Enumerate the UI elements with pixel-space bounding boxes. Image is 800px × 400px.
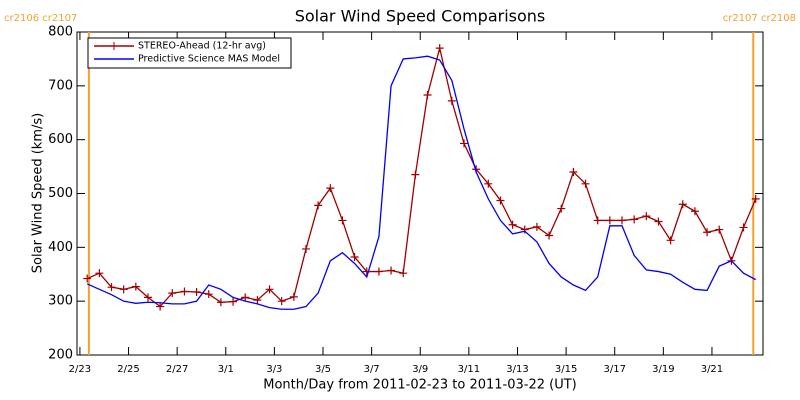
y-tick-label: 200: [48, 348, 73, 363]
y-tick-label: 700: [48, 78, 73, 93]
point-marker: [618, 216, 627, 225]
x-tick-label: 3/19: [652, 364, 674, 375]
point-marker: [581, 179, 590, 188]
point-marker: [289, 292, 298, 301]
point-marker: [180, 287, 189, 296]
point-marker: [557, 204, 566, 213]
y-tick-label: 300: [48, 294, 73, 309]
point-marker: [265, 285, 274, 294]
point-marker: [545, 231, 554, 240]
point-marker: [690, 207, 699, 216]
y-tick-label: 800: [48, 25, 73, 40]
point-marker: [520, 225, 529, 234]
point-marker: [496, 196, 505, 205]
point-marker: [703, 228, 712, 237]
legend-marker: [110, 42, 118, 50]
point-marker: [532, 222, 541, 231]
y-tick-label: 400: [48, 240, 73, 255]
series-line: [86, 47, 757, 308]
point-marker: [374, 267, 383, 276]
point-marker: [751, 194, 760, 203]
point-marker: [678, 200, 687, 209]
point-marker: [399, 269, 408, 278]
point-marker: [338, 216, 347, 225]
point-marker: [301, 244, 310, 253]
x-tick-label: 2/25: [117, 364, 139, 375]
point-marker: [241, 293, 250, 302]
point-marker: [508, 220, 517, 229]
y-axis-label: Solar Wind Speed (km/s): [31, 113, 46, 273]
y-tick-label: 600: [48, 132, 73, 147]
point-marker: [642, 212, 651, 221]
x-tick-label: 2/27: [166, 364, 188, 375]
x-tick-label: 3/1: [218, 364, 234, 375]
x-tick-label: 3/9: [412, 364, 428, 375]
point-marker: [715, 225, 724, 234]
point-marker: [253, 296, 262, 305]
point-marker: [326, 184, 335, 193]
point-marker: [593, 216, 602, 225]
point-marker: [569, 167, 578, 176]
chart-title: Solar Wind Speed Comparisons: [295, 7, 546, 26]
point-marker: [447, 96, 456, 105]
legend-box: [87, 37, 292, 69]
point-marker: [435, 44, 444, 53]
point-marker: [131, 282, 140, 291]
point-marker: [362, 267, 371, 276]
point-marker: [168, 289, 177, 298]
point-marker: [411, 170, 420, 179]
legend-label: Predictive Science MAS Model: [138, 54, 280, 65]
x-tick-label: 3/7: [364, 364, 380, 375]
point-marker: [459, 139, 468, 148]
point-marker: [204, 290, 213, 299]
point-marker: [423, 90, 432, 99]
x-tick-label: 3/3: [266, 364, 282, 375]
point-marker: [107, 283, 116, 292]
series-line: [86, 55, 757, 310]
plot-frame: [76, 31, 764, 356]
x-tick-label: 3/5: [315, 364, 331, 375]
point-marker: [229, 297, 238, 306]
x-axis-label: Month/Day from 2011-02-23 to 2011-03-22 …: [263, 378, 576, 393]
y-tick-label: 500: [48, 186, 73, 201]
point-marker: [350, 253, 359, 262]
point-marker: [143, 293, 152, 302]
x-tick-label: 3/11: [458, 364, 480, 375]
point-marker: [216, 298, 225, 307]
point-marker: [666, 236, 675, 245]
point-marker: [83, 274, 92, 283]
point-marker: [95, 269, 104, 278]
point-marker: [739, 223, 748, 232]
legend-label: STEREO-Ahead (12-hr avg): [138, 41, 266, 52]
x-tick-label: 2/23: [69, 364, 91, 375]
x-tick-label: 3/13: [506, 364, 528, 375]
point-marker: [630, 215, 639, 224]
point-marker: [277, 297, 286, 306]
point-marker: [387, 266, 396, 275]
point-marker: [314, 201, 323, 210]
x-tick-label: 3/17: [603, 364, 625, 375]
point-marker: [119, 285, 128, 294]
point-marker: [654, 217, 663, 226]
point-marker: [484, 179, 493, 188]
rotation-label: cr2106 cr2107: [4, 13, 77, 24]
x-tick-label: 3/15: [555, 364, 577, 375]
x-tick-label: 3/21: [701, 364, 723, 375]
point-marker: [192, 288, 201, 297]
point-marker: [605, 216, 614, 225]
point-marker: [156, 302, 165, 311]
rotation-label: cr2107 cr2108: [723, 13, 796, 24]
